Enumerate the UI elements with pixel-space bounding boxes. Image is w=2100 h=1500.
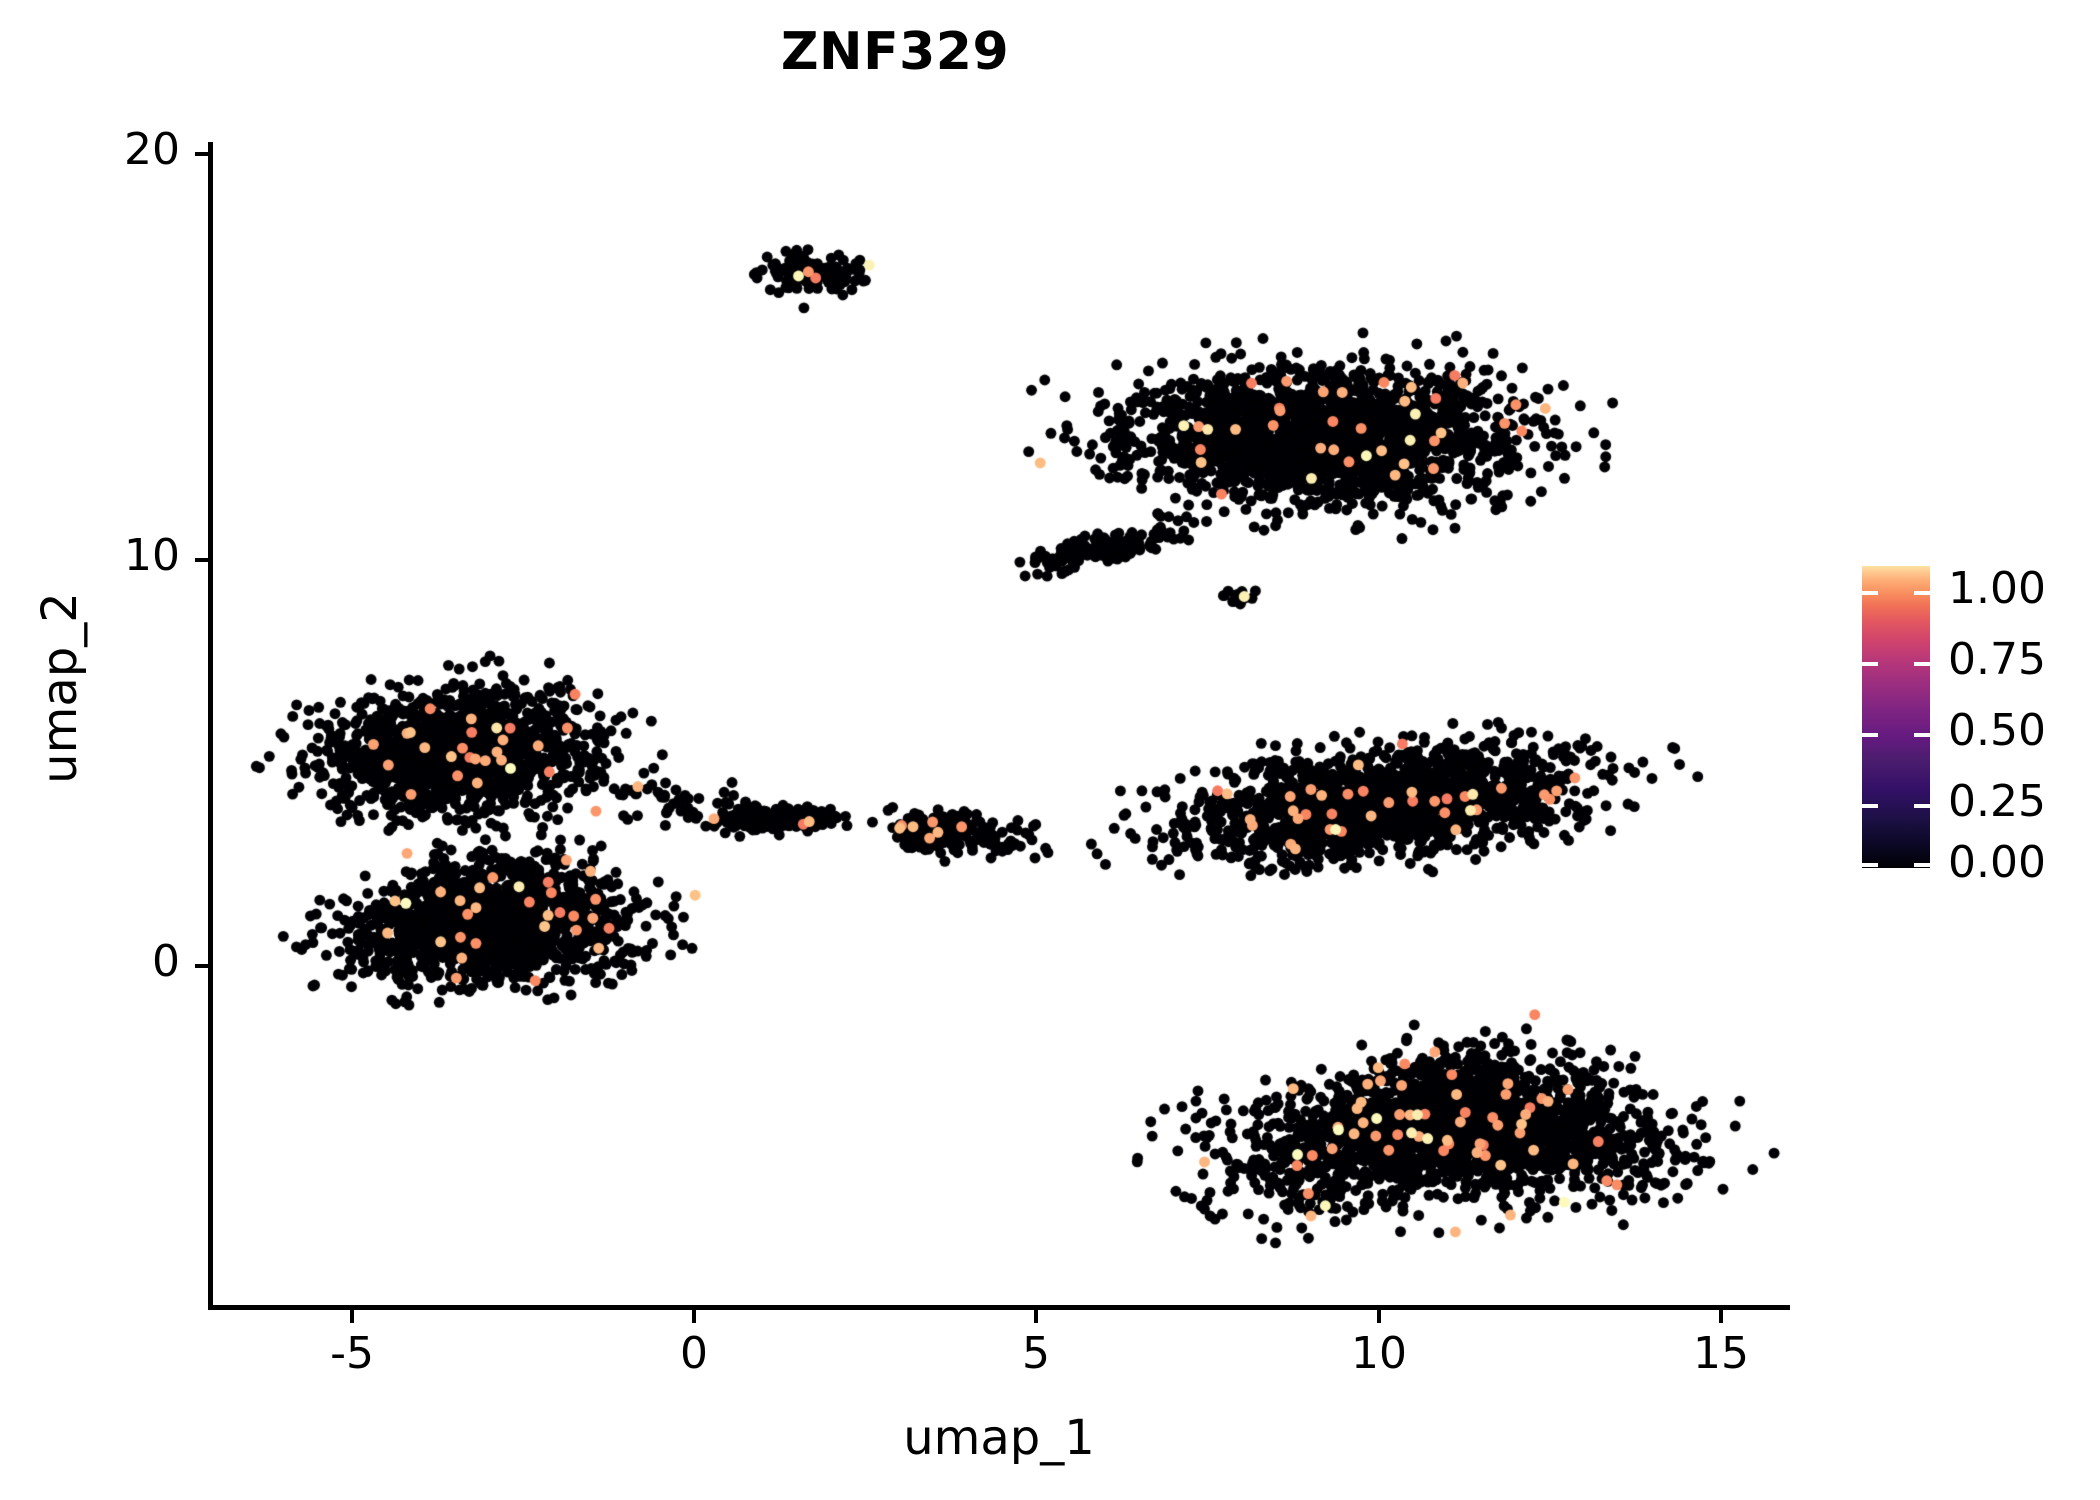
colorbar-label-0.25: 0.25 — [1948, 776, 2046, 827]
y-tick-label-0: 0 — [152, 936, 180, 987]
x-tick-label-0: 0 — [680, 1328, 708, 1379]
colorbar-gradient — [1862, 566, 1930, 868]
colorbar-tick-0.25-right — [1914, 804, 1930, 808]
colorbar-tick-0.00-left — [1862, 863, 1878, 867]
colorbar-tick-0.25-left — [1862, 804, 1878, 808]
y-tick-mark-20 — [195, 152, 208, 156]
x-tick-label-15: 15 — [1693, 1328, 1749, 1379]
x-tick-label-5: 5 — [1022, 1328, 1050, 1379]
x-tick-mark-5 — [1034, 1310, 1038, 1323]
scatter-plot-area — [210, 142, 1788, 1307]
colorbar-label-0.75: 0.75 — [1948, 634, 2046, 685]
x-tick-mark-10 — [1377, 1310, 1381, 1323]
colorbar-tick-0.75-right — [1914, 662, 1930, 666]
colorbar-tick-1.00-right — [1914, 591, 1930, 595]
colorbar-label-0.50: 0.50 — [1948, 705, 2046, 756]
y-tick-label-10: 10 — [124, 530, 180, 581]
y-axis-spine — [208, 142, 213, 1310]
y-tick-label-20: 20 — [124, 124, 180, 175]
colorbar-tick-0.50-left — [1862, 733, 1878, 737]
umap-scatter-canvas — [210, 142, 1788, 1307]
colorbar-label-1.00: 1.00 — [1948, 563, 2046, 614]
colorbar: 1.00 0.75 0.50 0.25 0.00 — [1862, 563, 2092, 888]
y-axis-label: umap_2 — [32, 592, 88, 784]
x-tick-label-10: 10 — [1351, 1328, 1407, 1379]
x-axis-label: umap_1 — [903, 1410, 1095, 1466]
x-axis-spine — [208, 1305, 1790, 1310]
colorbar-tick-0.75-left — [1862, 662, 1878, 666]
x-tick-mark-15 — [1719, 1310, 1723, 1323]
colorbar-tick-1.00-left — [1862, 591, 1878, 595]
page-title: ZNF329 — [780, 22, 1010, 82]
y-tick-mark-10 — [195, 558, 208, 562]
colorbar-tick-0.50-right — [1914, 733, 1930, 737]
x-tick-mark-0 — [692, 1310, 696, 1323]
y-tick-mark-0 — [195, 964, 208, 968]
colorbar-label-0.00: 0.00 — [1948, 837, 2046, 888]
colorbar-tick-0.00-right — [1914, 863, 1930, 867]
x-tick-label-neg5: -5 — [330, 1328, 374, 1379]
x-tick-mark-neg5 — [350, 1310, 354, 1323]
